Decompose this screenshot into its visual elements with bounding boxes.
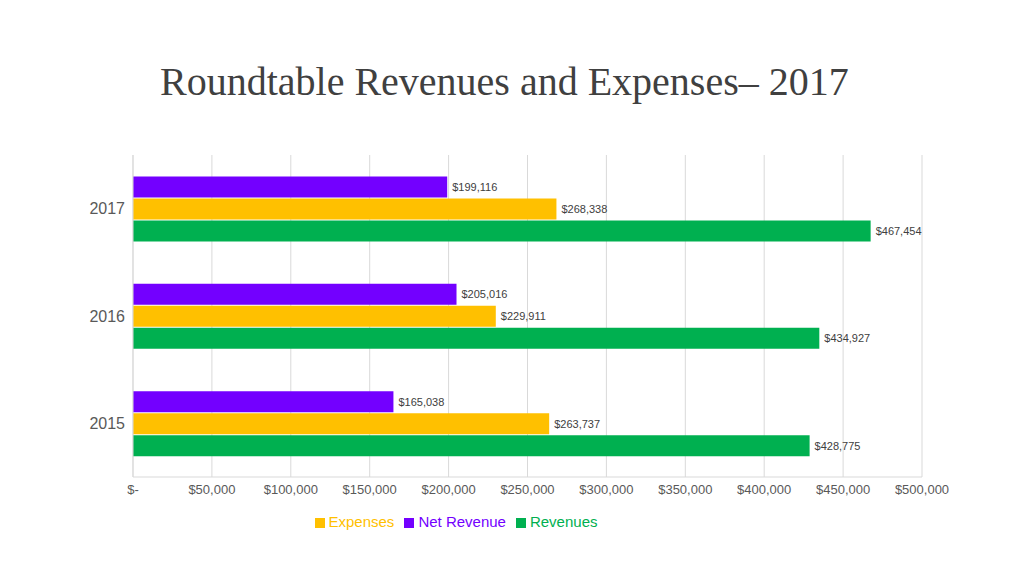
svg-text:$250,000: $250,000 (500, 482, 554, 497)
html-text:Revenues: Revenues (529, 513, 598, 530)
html-text:Roundtable Revenues and Expens: Roundtable Revenues and Expenses– 2017 (160, 59, 849, 104)
svg-text:2017: 2017 (89, 200, 125, 217)
svg-text:2015: 2015 (89, 415, 125, 432)
svg-text:2016: 2016 (89, 308, 125, 325)
svg-text:$-: $- (127, 482, 139, 497)
svg-text:$229,911: $229,911 (501, 310, 546, 322)
svg-text:$150,000: $150,000 (343, 482, 397, 497)
svg-text:$205,016: $205,016 (462, 288, 508, 300)
svg-text:$50,000: $50,000 (188, 482, 235, 497)
svg-text:$350,000: $350,000 (658, 482, 712, 497)
svg-text:$165,038: $165,038 (398, 396, 444, 408)
svg-text:$450,000: $450,000 (816, 482, 870, 497)
svg-text:$263,737: $263,737 (554, 418, 600, 430)
svg-text:$467,454: $467,454 (876, 225, 922, 237)
svg-text:$200,000: $200,000 (421, 482, 475, 497)
html-text:Net Revenue: Net Revenue (418, 513, 506, 530)
svg-text:$199,116: $199,116 (452, 181, 497, 193)
html-text:Expenses: Expenses (328, 513, 395, 530)
svg-text:$428,775: $428,775 (815, 440, 861, 452)
svg-text:$300,000: $300,000 (579, 482, 633, 497)
svg-text:$100,000: $100,000 (264, 482, 318, 497)
svg-text:$434,927: $434,927 (824, 332, 870, 344)
svg-text:$400,000: $400,000 (737, 482, 791, 497)
svg-text:$500,000: $500,000 (895, 482, 949, 497)
svg-text:$268,338: $268,338 (561, 203, 607, 215)
